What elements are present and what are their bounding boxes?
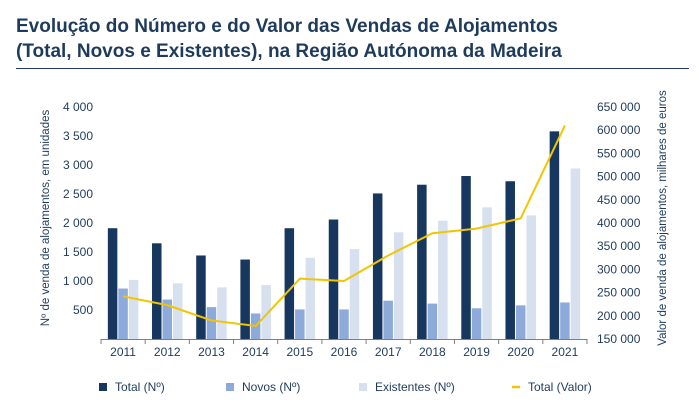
- y-tick-label: 4 000: [63, 100, 93, 114]
- bar-total-n-2019: [461, 176, 471, 339]
- y2-tick-label: 200 000: [597, 309, 641, 323]
- bar-total-n-2021: [549, 131, 560, 339]
- y2-tick-label: 600 000: [597, 123, 641, 137]
- y-tick-label: 3 000: [63, 158, 93, 172]
- line-total-valor: [122, 125, 566, 328]
- bar-existentes-n-2015: [305, 257, 316, 339]
- y-tick-label: 2 500: [63, 187, 93, 201]
- bar-novos-n-2017: [383, 300, 393, 339]
- y2-tick-label: 350 000: [597, 239, 641, 253]
- bar-total-n-2011: [107, 228, 118, 339]
- x-tick-label: 2021: [552, 345, 579, 359]
- legend-swatch: [226, 383, 234, 391]
- legend-label: Novos (Nº): [242, 380, 300, 394]
- bar-novos-n-2020: [515, 305, 526, 339]
- chart-title-line2: (Total, Novos e Existentes), na Região A…: [16, 41, 562, 62]
- x-tick-label: 2015: [286, 345, 313, 359]
- y2-tick-label: 500 000: [597, 170, 641, 184]
- bar-novos-n-2016: [339, 309, 349, 339]
- chart-title-line1: Evolução do Número e do Valor das Vendas…: [16, 16, 558, 37]
- bar-novos-n-2013: [206, 307, 217, 339]
- bar-novos-n-2021: [560, 302, 570, 339]
- y-tick-label: 1 500: [63, 245, 93, 259]
- left-axis-ticks: 500 1 000 1 500 2 000 2 500 3 000 3 500 4 000: [63, 100, 93, 317]
- y-tick-label: 3 500: [63, 129, 93, 143]
- y2-tick-label: 550 000: [597, 146, 641, 160]
- legend: Total (Nº) Novos (Nº) Existentes (Nº) Total…: [99, 380, 592, 394]
- bar-total-n-2014: [240, 259, 250, 339]
- bar-novos-n-2015: [295, 309, 305, 339]
- y2-axis-label: Valor de venda de alojamentos, milhares …: [657, 90, 669, 346]
- legend-label: Total (Valor): [528, 380, 592, 394]
- x-tick-label: 2012: [154, 345, 181, 359]
- bar-total-n-2015: [284, 228, 295, 339]
- y-tick-label: 2 000: [63, 216, 93, 230]
- bar-existentes-n-2013: [217, 287, 227, 339]
- x-tick-label: 2017: [375, 345, 402, 359]
- bar-existentes-n-2019: [482, 207, 492, 339]
- y-axis-label: Nº de venda de alojamentos, em unidades: [40, 110, 52, 327]
- chart-title: Evolução do Número e do Valor das Vendas…: [16, 14, 686, 64]
- bar-total-n-2017: [372, 193, 383, 339]
- bar-existentes-n-2017: [393, 232, 404, 339]
- bar-total-n-2020: [505, 181, 515, 339]
- bar-total-n-2013: [196, 255, 206, 339]
- y2-tick-label: 450 000: [597, 193, 641, 207]
- y-tick-label: 500: [73, 303, 93, 317]
- x-tick-label: 2011: [110, 345, 136, 359]
- x-tick-label: 2018: [419, 345, 446, 359]
- bar-novos-n-2012: [162, 299, 173, 339]
- legend-swatch: [359, 383, 367, 391]
- y2-tick-label: 400 000: [597, 216, 641, 230]
- x-tick-label: 2014: [242, 345, 269, 359]
- y2-tick-label: 300 000: [597, 262, 641, 276]
- legend-label: Existentes (Nº): [375, 380, 455, 394]
- x-axis-ticks: 2011 2012 2013 2014 2015 2016 2017 2018 2019 2020…: [110, 345, 578, 359]
- y-tick-label: 1 000: [63, 274, 93, 288]
- bar-existentes-n-2021: [570, 168, 581, 339]
- x-tick-label: 2019: [463, 345, 490, 359]
- bar-total-n-2012: [152, 243, 162, 339]
- x-tick-label: 2013: [198, 345, 225, 359]
- bar-novos-n-2011: [118, 288, 128, 339]
- x-axis: [100, 339, 588, 344]
- right-axis-ticks: 150 000 200 000 250 000 300 000 350 000 400 0…: [597, 100, 641, 346]
- legend-label: Total (Nº): [115, 380, 165, 394]
- bars: [107, 131, 581, 339]
- title-divider: [16, 68, 689, 69]
- bar-existentes-n-2011: [128, 279, 139, 339]
- bar-novos-n-2018: [427, 303, 438, 339]
- bar-existentes-n-2020: [526, 215, 536, 339]
- bar-novos-n-2019: [471, 308, 482, 339]
- y2-tick-label: 650 000: [597, 100, 641, 114]
- legend-swatch: [99, 383, 107, 391]
- bar-total-n-2016: [328, 219, 339, 339]
- value-line: [122, 125, 566, 328]
- bar-total-n-2018: [417, 184, 427, 339]
- bar-existentes-n-2012: [173, 283, 183, 339]
- x-tick-label: 2016: [331, 345, 358, 359]
- y2-tick-label: 250 000: [597, 286, 641, 300]
- bar-existentes-n-2016: [349, 249, 360, 339]
- y2-tick-label: 150 000: [597, 332, 641, 346]
- bar-existentes-n-2014: [261, 285, 271, 339]
- x-tick-label: 2020: [507, 345, 534, 359]
- bar-existentes-n-2018: [438, 220, 448, 339]
